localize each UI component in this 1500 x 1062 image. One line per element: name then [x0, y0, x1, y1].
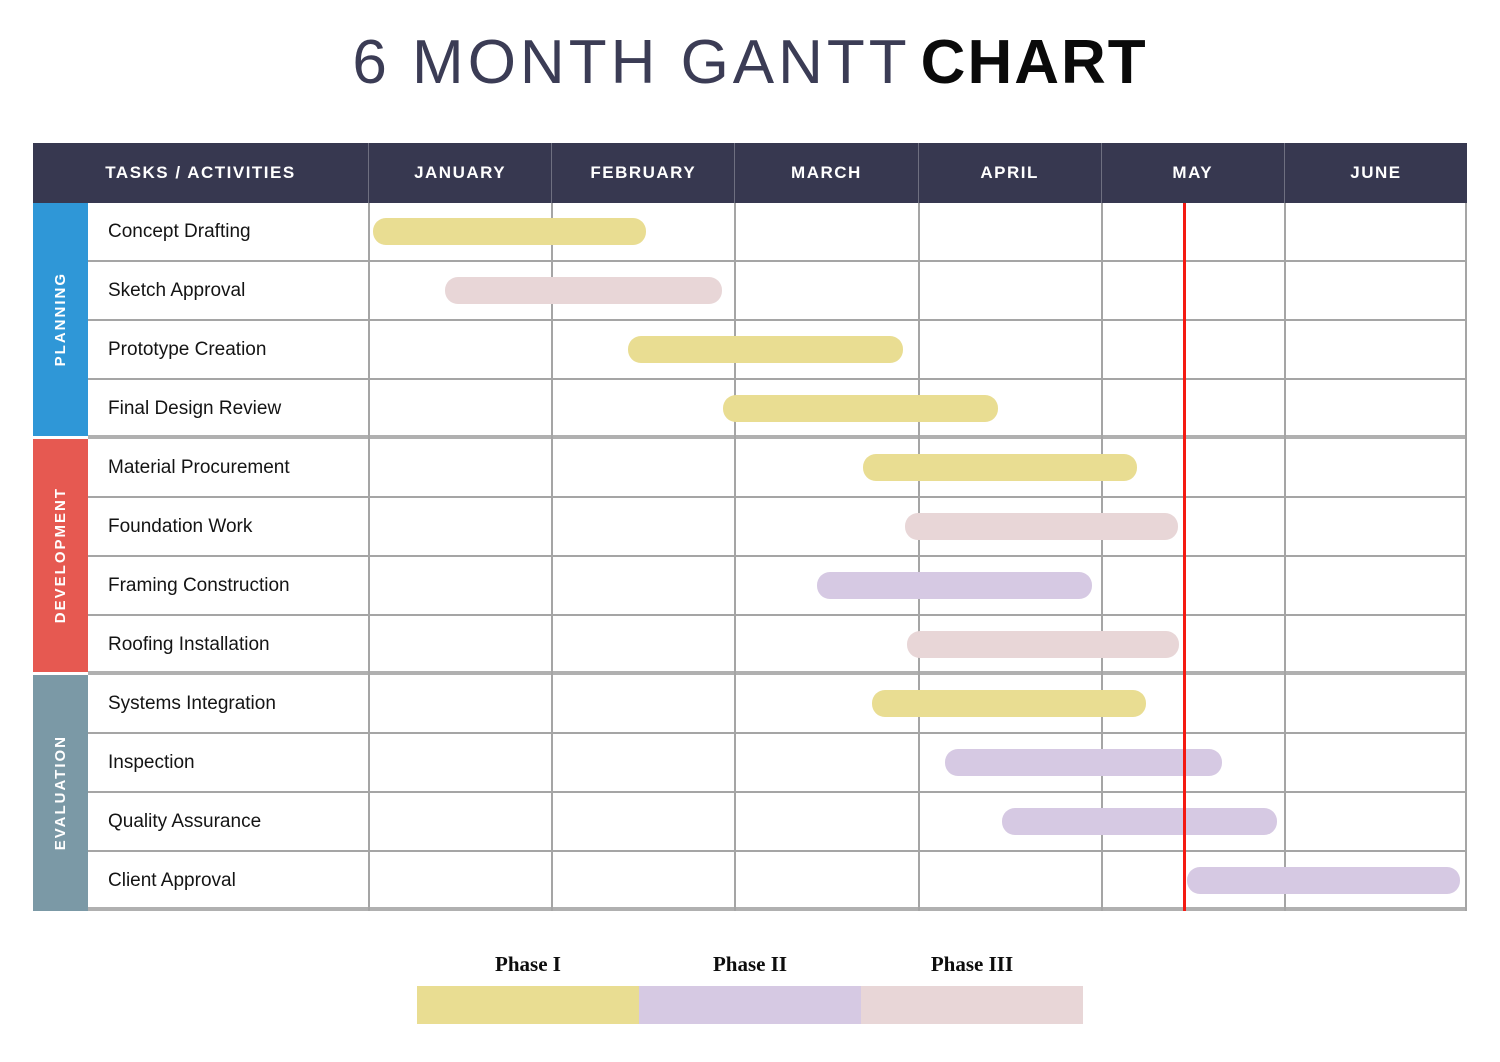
gantt-bar [904, 513, 1178, 540]
legend-item-phase-iii: Phase III [861, 952, 1083, 1024]
legend-swatch [417, 986, 639, 1024]
task-row: Quality Assurance [88, 793, 1467, 852]
task-label: Material Procurement [108, 456, 290, 478]
phase-strip-development: DEVELOPMENT [33, 439, 88, 675]
phase-strip-label: DEVELOPMENT [52, 487, 69, 624]
grid-vline [734, 203, 737, 911]
phase-legend: Phase I Phase II Phase III [417, 952, 1083, 1024]
gantt-bar [871, 690, 1147, 717]
month-header-april: APRIL [917, 143, 1101, 203]
gantt-bar [1186, 867, 1460, 894]
page-title: 6 MONTH GANTT CHART [0, 28, 1500, 98]
legend-item-phase-ii: Phase II [639, 952, 861, 1024]
task-row: Material Procurement [88, 439, 1467, 498]
gantt-table: TASKS / ACTIVITIES JANUARY FEBRUARY MARCH A… [33, 143, 1467, 911]
legend-label: Phase II [712, 952, 788, 976]
task-row: Sketch Approval [88, 262, 1467, 321]
task-label: Prototype Creation [108, 338, 267, 360]
task-label: Foundation Work [108, 515, 253, 537]
task-label: Final Design Review [108, 397, 282, 419]
task-label: Inspection [108, 751, 195, 773]
page-title-bold: CHART [920, 28, 1148, 97]
task-row: Prototype Creation [88, 321, 1467, 380]
legend-swatch [861, 986, 1083, 1024]
gantt-bar [373, 218, 647, 245]
task-row: Inspection [88, 734, 1467, 793]
legend-label: Phase III [930, 952, 1014, 976]
task-label: Client Approval [108, 869, 236, 891]
grid-vline [551, 203, 554, 911]
gantt-bar [628, 336, 903, 363]
phase-strip-label: PLANNING [52, 272, 69, 367]
task-label: Quality Assurance [108, 810, 262, 832]
legend-swatch [639, 986, 861, 1024]
phase-strip-evaluation: EVALUATION [33, 675, 88, 911]
task-row: Foundation Work [88, 498, 1467, 557]
task-row: Framing Construction [88, 557, 1467, 616]
task-row: Roofing Installation [88, 616, 1467, 675]
month-header-june: JUNE [1283, 143, 1467, 203]
gantt-bar [444, 277, 722, 304]
grid-vline [1465, 203, 1467, 911]
month-header-february: FEBRUARY [551, 143, 734, 203]
task-row: Client Approval [88, 852, 1467, 911]
phase-strip-planning: PLANNING [33, 203, 88, 439]
task-row: Final Design Review [88, 380, 1467, 439]
grid-vline [917, 203, 920, 911]
month-header-march: MARCH [734, 143, 917, 203]
tasks-column-header: TASKS / ACTIVITIES [105, 163, 296, 182]
grid-vline [1283, 203, 1286, 911]
gantt-bar [906, 631, 1180, 658]
legend-label: Phase I [495, 952, 561, 976]
task-label: Sketch Approval [108, 279, 246, 301]
legend-item-phase-i: Phase I [417, 952, 639, 1024]
task-label: Systems Integration [108, 692, 276, 714]
current-date-marker-line [1183, 203, 1187, 911]
gantt-header-row: TASKS / ACTIVITIES JANUARY FEBRUARY MARCH A… [33, 143, 1467, 203]
grid-vline [368, 203, 370, 911]
month-header-january: JANUARY [368, 143, 551, 203]
gantt-bar [723, 395, 999, 422]
phase-strip-label: EVALUATION [52, 735, 69, 851]
page-title-light: 6 MONTH GANTT [352, 28, 911, 97]
grid-vline [1100, 203, 1103, 911]
gantt-bar [862, 454, 1138, 481]
month-header-may: MAY [1100, 143, 1284, 203]
task-label: Concept Drafting [108, 220, 251, 242]
gantt-bar [944, 749, 1222, 776]
task-row: Systems Integration [88, 675, 1467, 734]
gantt-body: PLANNING Concept Drafting Sketch Approval P… [33, 203, 1467, 911]
gantt-bar [816, 572, 1092, 599]
gantt-bar [1001, 808, 1277, 835]
task-label: Framing Construction [108, 574, 290, 596]
task-label: Roofing Installation [108, 633, 270, 655]
task-row: Concept Drafting [88, 203, 1467, 262]
